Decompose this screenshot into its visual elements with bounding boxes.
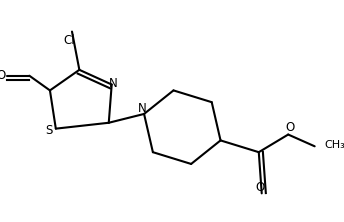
Text: O: O (0, 69, 6, 82)
Text: O: O (285, 121, 294, 134)
Text: CH₃: CH₃ (324, 140, 344, 150)
Text: O: O (256, 181, 265, 194)
Text: Cl: Cl (63, 34, 75, 47)
Text: S: S (46, 124, 53, 137)
Text: N: N (109, 77, 118, 89)
Text: N: N (138, 102, 147, 115)
